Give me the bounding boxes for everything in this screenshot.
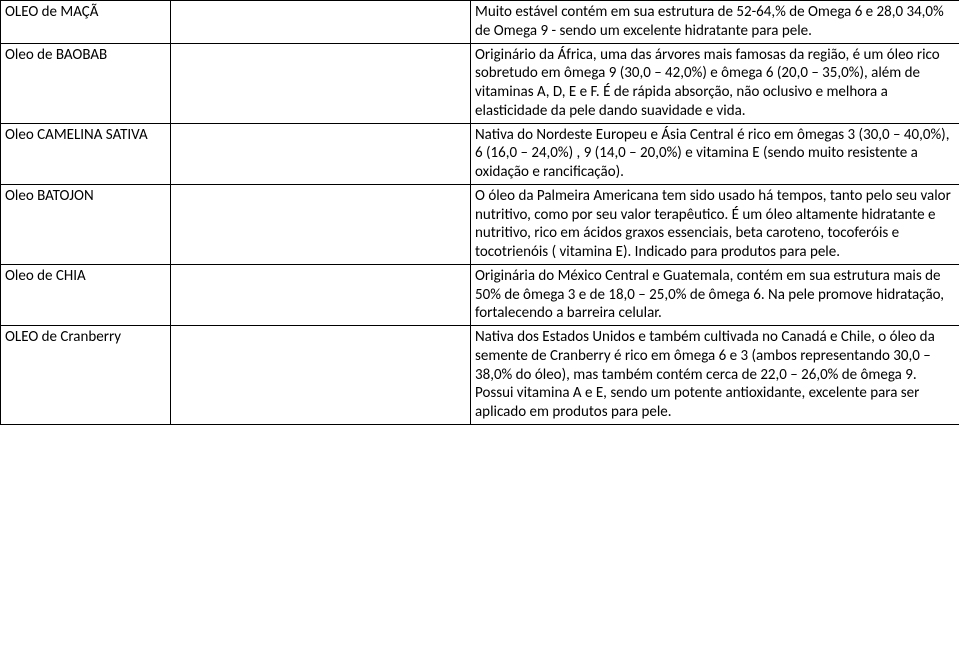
oils-table: OLEO de MAÇÃ Muito estável contém em sua… — [0, 0, 959, 425]
empty-cell — [171, 184, 471, 264]
oil-desc: Nativa dos Estados Unidos e também culti… — [471, 326, 959, 425]
empty-cell — [171, 123, 471, 184]
table-row: Oleo CAMELINA SATIVA Nativa do Nordeste … — [1, 123, 959, 184]
oil-name: OLEO de Cranberry — [1, 326, 171, 425]
table-row: OLEO de Cranberry Nativa dos Estados Uni… — [1, 326, 959, 425]
oil-name: Oleo BATOJON — [1, 184, 171, 264]
table-row: Oleo de CHIA Originária do México Centra… — [1, 264, 959, 325]
oil-desc: O óleo da Palmeira Americana tem sido us… — [471, 184, 959, 264]
empty-cell — [171, 1, 471, 44]
table-row: Oleo de BAOBAB Originário da África, uma… — [1, 43, 959, 123]
oil-name: Oleo CAMELINA SATIVA — [1, 123, 171, 184]
empty-cell — [171, 43, 471, 123]
oil-desc: Originária do México Central e Guatemala… — [471, 264, 959, 325]
empty-cell — [171, 264, 471, 325]
oil-name: OLEO de MAÇÃ — [1, 1, 171, 44]
table-row: OLEO de MAÇÃ Muito estável contém em sua… — [1, 1, 959, 44]
oil-desc: Nativa do Nordeste Europeu e Ásia Centra… — [471, 123, 959, 184]
oil-name: Oleo de CHIA — [1, 264, 171, 325]
oil-name: Oleo de BAOBAB — [1, 43, 171, 123]
oil-desc: Originário da África, uma das árvores ma… — [471, 43, 959, 123]
oil-desc: Muito estável contém em sua estrutura de… — [471, 1, 959, 44]
empty-cell — [171, 326, 471, 425]
table-row: Oleo BATOJON O óleo da Palmeira American… — [1, 184, 959, 264]
